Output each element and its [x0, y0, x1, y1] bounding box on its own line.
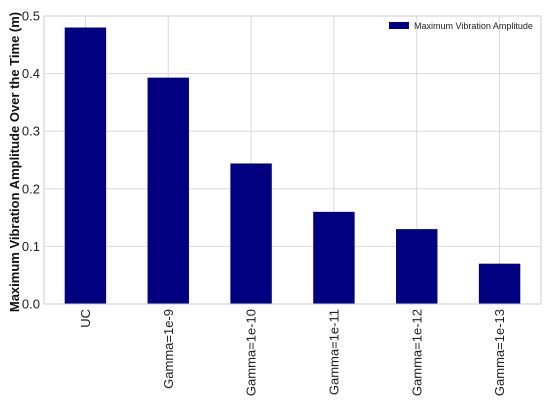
plot-frame	[43, 15, 542, 305]
bar-gamma-1e-11	[313, 211, 355, 304]
x-tick-label: Gamma=1e-13	[492, 309, 507, 396]
x-tick-labels: UC Gamma=1e-9 Gamma=1e-10 Gamma=1e-11 Gamma=…	[78, 309, 507, 396]
legend-swatch	[389, 22, 409, 29]
bar-gamma-1e-10	[230, 163, 272, 304]
y-tick-label: 0.1	[22, 239, 40, 254]
bar-uc	[64, 27, 107, 305]
y-tick-label: 0.4	[22, 66, 40, 81]
bar-layer	[64, 27, 521, 305]
y-tick-label: 0.3	[22, 124, 40, 139]
legend: Maximum Vibration Amplitude	[389, 21, 533, 31]
y-tick-label: 0.2	[22, 181, 40, 196]
y-tick-labels: 0.0 0.1 0.2 0.3 0.4 0.5	[22, 9, 40, 312]
x-tick-label: Gamma=1e-9	[161, 309, 176, 389]
grid-layer	[44, 15, 541, 305]
bar-gamma-1e-12	[396, 229, 438, 304]
bar-gamma-1e-9	[147, 77, 189, 304]
y-tick-label: 0.5	[22, 9, 40, 24]
legend-label: Maximum Vibration Amplitude	[414, 21, 533, 31]
x-tick-label: Gamma=1e-12	[409, 309, 424, 396]
x-tick-label: Gamma=1e-10	[244, 309, 259, 396]
y-tick-label: 0.0	[22, 297, 40, 312]
x-tick-label: UC	[78, 309, 93, 328]
bar-gamma-1e-13	[478, 263, 521, 304]
y-axis-title: Maximum Vibration Amplitude Over the Tim…	[7, 12, 22, 312]
x-tick-label: Gamma=1e-11	[326, 309, 341, 395]
